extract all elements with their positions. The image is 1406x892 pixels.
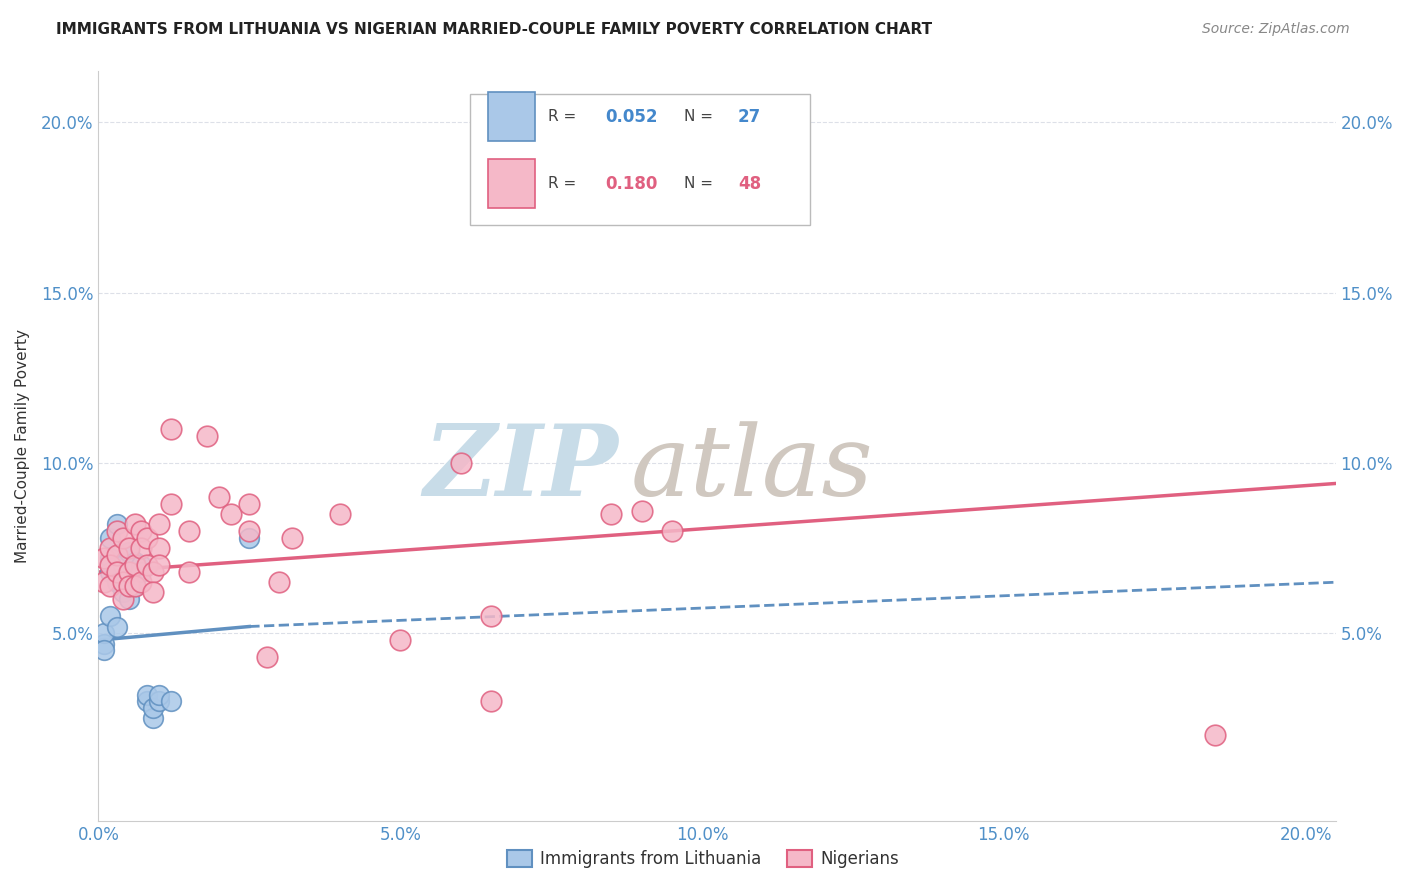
Point bbox=[256, 650, 278, 665]
Text: 27: 27 bbox=[738, 108, 761, 126]
Point bbox=[160, 497, 183, 511]
Point bbox=[600, 507, 623, 521]
Point bbox=[100, 609, 122, 624]
Point bbox=[129, 524, 152, 538]
Point bbox=[124, 579, 146, 593]
Point bbox=[148, 558, 170, 573]
Text: Source: ZipAtlas.com: Source: ZipAtlas.com bbox=[1202, 22, 1350, 37]
Text: N =: N = bbox=[683, 177, 717, 191]
Point bbox=[129, 558, 152, 573]
Point bbox=[117, 565, 139, 579]
Text: 0.052: 0.052 bbox=[606, 108, 658, 126]
Point bbox=[124, 579, 146, 593]
Point bbox=[160, 694, 183, 708]
Text: 48: 48 bbox=[738, 175, 761, 193]
Point bbox=[124, 517, 146, 532]
Point bbox=[177, 565, 200, 579]
Text: IMMIGRANTS FROM LITHUANIA VS NIGERIAN MARRIED-COUPLE FAMILY POVERTY CORRELATION : IMMIGRANTS FROM LITHUANIA VS NIGERIAN MA… bbox=[56, 22, 932, 37]
Text: 0.180: 0.180 bbox=[606, 175, 658, 193]
Point bbox=[105, 524, 128, 538]
Point bbox=[1204, 729, 1226, 743]
Point bbox=[111, 585, 134, 599]
Point bbox=[93, 626, 115, 640]
Point bbox=[117, 565, 139, 579]
Point bbox=[111, 531, 134, 545]
Point bbox=[135, 558, 157, 573]
Point bbox=[135, 531, 157, 545]
Point bbox=[100, 541, 122, 556]
Point bbox=[135, 688, 157, 702]
Point bbox=[129, 565, 152, 579]
Point bbox=[100, 579, 122, 593]
Point bbox=[479, 609, 502, 624]
Text: ZIP: ZIP bbox=[423, 420, 619, 516]
Point bbox=[111, 592, 134, 607]
Point bbox=[238, 524, 260, 538]
Point bbox=[124, 558, 146, 573]
Point bbox=[661, 524, 683, 538]
Point bbox=[111, 575, 134, 590]
Point bbox=[105, 575, 128, 590]
Point bbox=[129, 575, 152, 590]
Point bbox=[142, 585, 165, 599]
Point bbox=[142, 711, 165, 725]
Point bbox=[329, 507, 352, 521]
Point bbox=[148, 541, 170, 556]
Point bbox=[160, 422, 183, 436]
Point bbox=[129, 541, 152, 556]
Point bbox=[124, 555, 146, 569]
Point bbox=[142, 565, 165, 579]
Point bbox=[389, 633, 412, 648]
Point bbox=[93, 636, 115, 650]
Point bbox=[479, 694, 502, 708]
Point bbox=[105, 619, 128, 633]
Point bbox=[93, 643, 115, 657]
Point bbox=[148, 517, 170, 532]
Text: R =: R = bbox=[547, 109, 581, 124]
FancyBboxPatch shape bbox=[488, 92, 536, 141]
Point bbox=[105, 517, 128, 532]
Legend: Immigrants from Lithuania, Nigerians: Immigrants from Lithuania, Nigerians bbox=[501, 843, 905, 875]
Point bbox=[111, 558, 134, 573]
Point bbox=[105, 548, 128, 562]
Text: R =: R = bbox=[547, 177, 581, 191]
Point bbox=[93, 551, 115, 566]
Point bbox=[117, 592, 139, 607]
Point bbox=[100, 531, 122, 545]
Y-axis label: Married-Couple Family Poverty: Married-Couple Family Poverty bbox=[15, 329, 30, 563]
Point bbox=[630, 504, 652, 518]
Point bbox=[105, 565, 128, 579]
Point bbox=[195, 429, 218, 443]
FancyBboxPatch shape bbox=[488, 159, 536, 208]
Point bbox=[238, 497, 260, 511]
Text: N =: N = bbox=[683, 109, 717, 124]
Point bbox=[142, 701, 165, 715]
Point bbox=[280, 531, 302, 545]
Point bbox=[100, 565, 122, 579]
Point bbox=[93, 575, 115, 590]
Point bbox=[148, 688, 170, 702]
Point bbox=[148, 694, 170, 708]
Point bbox=[117, 541, 139, 556]
Point bbox=[238, 531, 260, 545]
Point bbox=[208, 490, 231, 504]
Text: atlas: atlas bbox=[630, 421, 873, 516]
Point bbox=[117, 579, 139, 593]
Point bbox=[117, 544, 139, 558]
Point bbox=[177, 524, 200, 538]
Point bbox=[219, 507, 242, 521]
Point bbox=[100, 558, 122, 573]
FancyBboxPatch shape bbox=[470, 94, 810, 225]
Point bbox=[450, 456, 472, 470]
Point bbox=[100, 551, 122, 566]
Point bbox=[135, 694, 157, 708]
Point bbox=[269, 575, 291, 590]
